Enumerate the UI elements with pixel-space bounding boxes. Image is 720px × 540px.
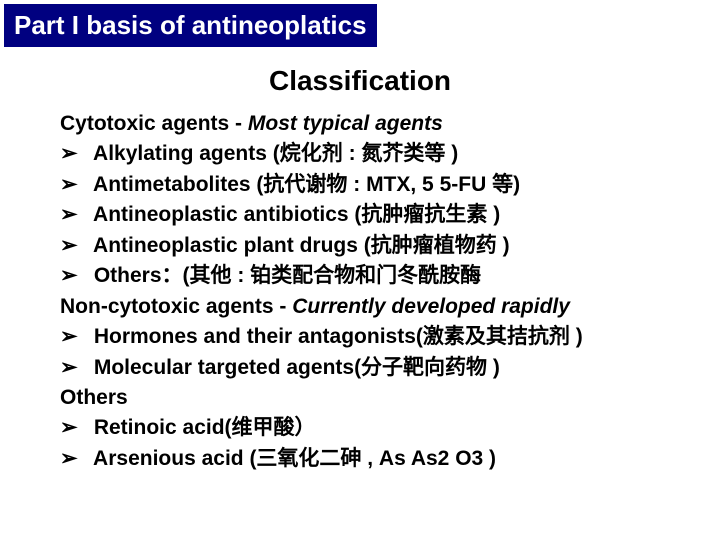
list-item-text: Retinoic acid(维甲酸） [88, 416, 316, 439]
section-heading: Cytotoxic agents - Most typical agents [60, 109, 670, 139]
page-title: Classification [0, 65, 720, 97]
slide-header-text: Part I basis of antineoplatics [14, 10, 367, 40]
list-item: ➢ Molecular targeted agents(分子靶向药物 ) [60, 353, 670, 383]
section-heading-italic: Currently developed rapidly [292, 295, 570, 318]
bullet-icon: ➢ [60, 322, 88, 352]
list-item-text: Antineoplastic antibiotics (抗肿瘤抗生素 ) [88, 203, 500, 226]
list-item-text: Alkylating agents (烷化剂 : 氮芥类等 ) [88, 142, 458, 165]
bullet-icon: ➢ [60, 139, 88, 169]
section-heading: Others [60, 383, 670, 413]
bullet-icon: ➢ [60, 444, 88, 474]
list-item-text: Hormones and their antagonists(激素及其拮抗剂 ) [88, 325, 583, 348]
list-item: ➢ Arsenious acid (三氧化二砷 , As As2 O3 ) [60, 444, 670, 474]
list-item: ➢ Others：(其他 : 铂类配合物和门冬酰胺酶 [60, 261, 670, 291]
list-item: ➢ Hormones and their antagonists(激素及其拮抗剂… [60, 322, 670, 352]
list-item-text: Antimetabolites (抗代谢物 : MTX, 5 5-FU 等) [88, 173, 520, 196]
list-item-text: Others：(其他 : 铂类配合物和门冬酰胺酶 [88, 264, 481, 287]
list-item-text: Molecular targeted agents(分子靶向药物 ) [88, 356, 500, 379]
section-heading-plain: Others [60, 386, 128, 409]
list-item: ➢ Antineoplastic plant drugs (抗肿瘤植物药 ) [60, 231, 670, 261]
section-heading-plain: Cytotoxic agents - [60, 112, 248, 135]
bullet-icon: ➢ [60, 170, 88, 200]
list-item: ➢ Antineoplastic antibiotics (抗肿瘤抗生素 ) [60, 200, 670, 230]
section-heading-plain: Non-cytotoxic agents - [60, 295, 292, 318]
bullet-icon: ➢ [60, 200, 88, 230]
bullet-icon: ➢ [60, 231, 88, 261]
list-item: ➢ Alkylating agents (烷化剂 : 氮芥类等 ) [60, 139, 670, 169]
list-item-text: Antineoplastic plant drugs (抗肿瘤植物药 ) [88, 234, 510, 257]
page-title-text: Classification [269, 65, 451, 96]
list-item: ➢ Antimetabolites (抗代谢物 : MTX, 5 5-FU 等) [60, 170, 670, 200]
slide-header: Part I basis of antineoplatics [4, 4, 377, 47]
bullet-icon: ➢ [60, 353, 88, 383]
list-item: ➢ Retinoic acid(维甲酸） [60, 413, 670, 443]
bullet-icon: ➢ [60, 261, 88, 291]
content-body: Cytotoxic agents - Most typical agents➢ … [0, 109, 720, 474]
section-heading-italic: Most typical agents [248, 112, 443, 135]
list-item-text: Arsenious acid (三氧化二砷 , As As2 O3 ) [88, 447, 496, 470]
bullet-icon: ➢ [60, 413, 88, 443]
section-heading: Non-cytotoxic agents - Currently develop… [60, 292, 670, 322]
